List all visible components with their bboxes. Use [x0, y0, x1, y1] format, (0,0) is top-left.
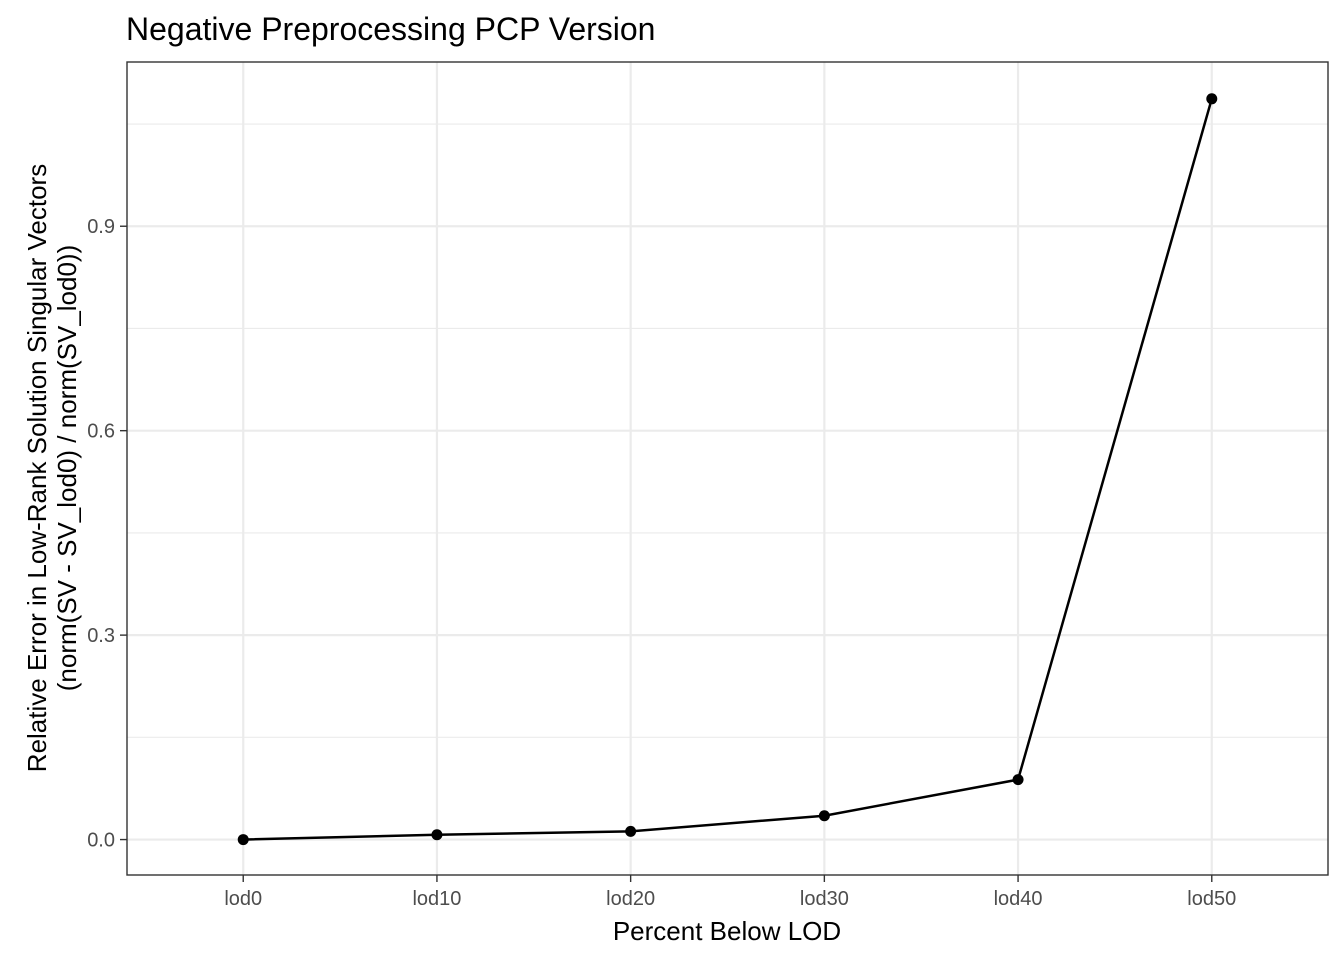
y-tick-label: 0.3	[87, 625, 115, 647]
data-point	[1206, 93, 1218, 105]
axis-ticks	[120, 225, 1213, 882]
y-axis-title-line2: (norm(SV - SV_lod0) / norm(SV_lod0))	[52, 245, 82, 691]
y-tick-label: 0.6	[87, 421, 115, 443]
x-tick-label: lod50	[1187, 888, 1236, 910]
data-series	[237, 93, 1218, 846]
x-tick-label: lod40	[994, 888, 1043, 910]
data-point	[818, 810, 830, 822]
y-tick-label: 0.0	[87, 830, 115, 852]
x-axis-title: Percent Below LOD	[613, 916, 841, 946]
y-axis-title-line1: Relative Error in Low-Rank Solution Sing…	[22, 164, 52, 772]
data-point	[431, 829, 443, 841]
y-tick-label: 0.9	[87, 216, 115, 238]
data-point	[237, 834, 249, 846]
series-line	[243, 98, 1213, 841]
x-tick-label: lod0	[224, 888, 262, 910]
panel-border	[126, 61, 1329, 876]
tick-labels: 0.0 0.3 0.6 0.9 lod0 lod10 lod20 lod30 lod40 lod5…	[87, 216, 1236, 910]
x-tick-label: lod10	[412, 888, 461, 910]
data-point	[1012, 774, 1024, 786]
x-tick-label: lod20	[606, 888, 655, 910]
y-axis-title: Relative Error in Low-Rank Solution Sing…	[22, 164, 82, 772]
data-point	[625, 825, 637, 837]
x-tick-label: lod30	[800, 888, 849, 910]
chart-title: Negative Preprocessing PCP Version	[126, 11, 655, 47]
grid-lines	[127, 62, 1328, 875]
